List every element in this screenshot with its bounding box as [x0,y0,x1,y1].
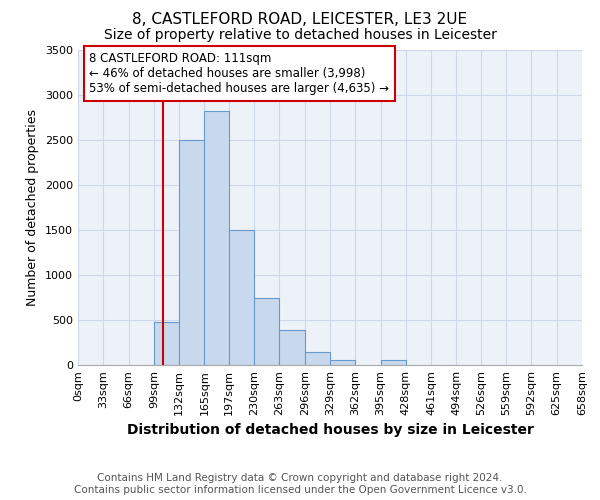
Bar [305,352,330,365]
Bar [205,111,229,365]
Bar [229,230,254,365]
X-axis label: Distribution of detached houses by size in Leicester: Distribution of detached houses by size … [127,424,533,438]
Text: Size of property relative to detached houses in Leicester: Size of property relative to detached ho… [104,28,496,42]
Bar [179,140,205,365]
Text: Contains HM Land Registry data © Crown copyright and database right 2024.
Contai: Contains HM Land Registry data © Crown c… [74,474,526,495]
Bar [330,360,355,365]
Y-axis label: Number of detached properties: Number of detached properties [26,109,40,306]
Text: 8, CASTLEFORD ROAD, LEICESTER, LE3 2UE: 8, CASTLEFORD ROAD, LEICESTER, LE3 2UE [133,12,467,28]
Bar [380,360,406,365]
Bar [254,298,280,365]
Bar [280,330,305,365]
Text: 8 CASTLEFORD ROAD: 111sqm
← 46% of detached houses are smaller (3,998)
53% of se: 8 CASTLEFORD ROAD: 111sqm ← 46% of detac… [89,52,389,95]
Bar [154,322,179,365]
